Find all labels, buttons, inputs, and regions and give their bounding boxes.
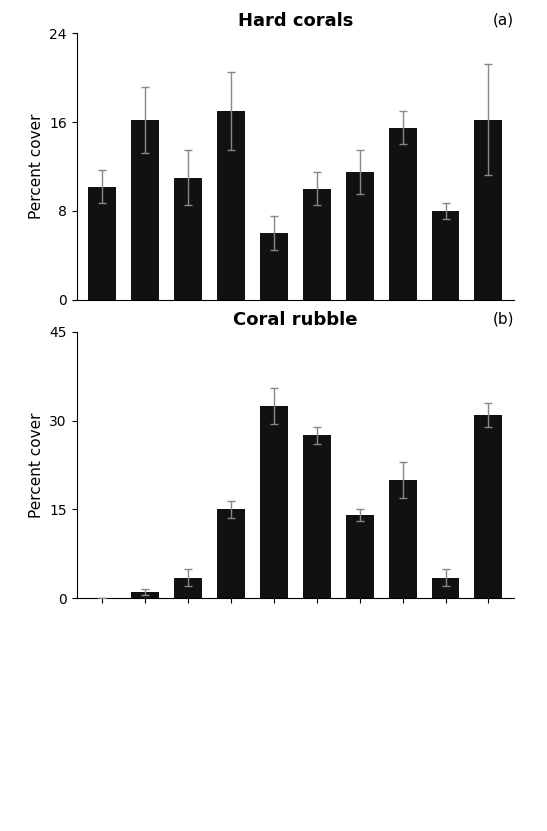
Bar xyxy=(260,406,288,598)
Bar xyxy=(303,435,331,598)
Bar xyxy=(474,415,502,598)
Bar xyxy=(346,515,374,598)
Bar xyxy=(389,128,417,300)
Bar xyxy=(432,578,459,598)
Bar xyxy=(474,120,502,300)
Text: (a): (a) xyxy=(493,13,514,28)
Bar xyxy=(131,120,159,300)
Bar xyxy=(303,189,331,300)
Bar xyxy=(174,578,202,598)
Bar xyxy=(217,111,245,300)
Bar xyxy=(346,172,374,300)
Y-axis label: Percent cover: Percent cover xyxy=(28,412,44,518)
Title: Coral rubble: Coral rubble xyxy=(233,311,358,329)
Y-axis label: Percent cover: Percent cover xyxy=(28,114,44,219)
Bar xyxy=(174,178,202,300)
Bar xyxy=(260,234,288,300)
Bar xyxy=(89,186,117,300)
Title: Hard corals: Hard corals xyxy=(238,12,353,30)
Bar xyxy=(432,211,459,300)
Bar xyxy=(131,593,159,598)
Text: (b): (b) xyxy=(493,312,514,327)
Bar xyxy=(217,509,245,598)
Bar xyxy=(389,479,417,598)
